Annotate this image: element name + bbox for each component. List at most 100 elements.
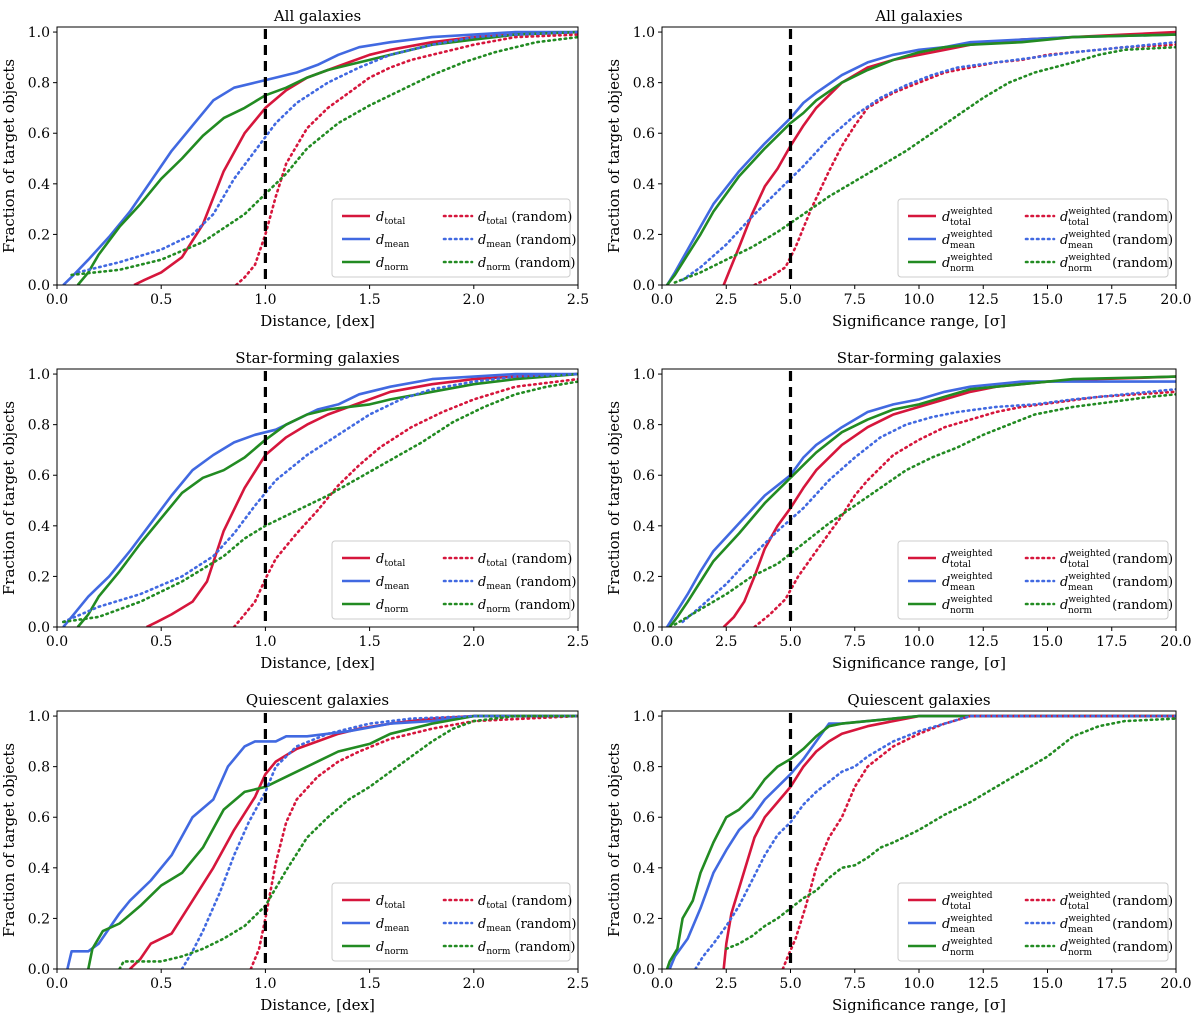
legend-label: dtotal (random)	[478, 894, 572, 911]
x-tick-label: 12.5	[968, 976, 999, 992]
y-tick-label: 0.6	[28, 126, 50, 142]
legend-label: dnorm	[376, 598, 409, 615]
chart-panel-3: Star-forming galaxies 0.0 0.5 1.0 1.5 2.0 2.5 0…	[0, 349, 589, 672]
y-tick-label: 0.8	[28, 418, 50, 434]
legend-label: dweighted total (random)	[1060, 891, 1173, 912]
y-tick-label: 0.8	[633, 760, 655, 776]
chart-panel-2: All galaxies 0.0 2.5 5.0 7.5 10.0 12.5 15.0 17.5…	[605, 7, 1192, 330]
legend-label: dnorm	[376, 256, 409, 273]
x-tick-label: 20.0	[1160, 634, 1191, 650]
x-tick-label: 0.0	[651, 634, 673, 650]
series-line-total	[146, 372, 578, 627]
series-line-mean-random	[76, 30, 578, 274]
legend-label: dtotal (random)	[478, 552, 572, 569]
series-line-total-random	[249, 714, 578, 969]
x-tick-label: 1.5	[358, 976, 380, 992]
series-line-norm-random	[118, 714, 578, 969]
series-line-total-random	[232, 377, 578, 627]
plot-frame	[56, 26, 579, 286]
legend-label: dweighted mean (random)	[1060, 914, 1173, 935]
legend-label: dmean	[376, 917, 410, 934]
x-axis-label: Distance, [dex]	[260, 996, 375, 1014]
y-tick-label: 0.2	[633, 569, 655, 585]
series-line-mean-random	[694, 714, 1176, 969]
y-axis-label: Fraction of target objects	[605, 743, 623, 937]
legend-label: dweighted mean (random)	[1060, 572, 1173, 593]
x-tick-label: 2.0	[463, 634, 485, 650]
legend-label: dtotal	[376, 210, 405, 227]
x-tick-label: 2.5	[567, 292, 589, 308]
legend-label: dtotal	[376, 894, 405, 911]
y-tick-label: 0.4	[633, 861, 655, 877]
x-tick-label: 0.5	[150, 292, 172, 308]
x-tick-label: 2.5	[715, 292, 737, 308]
y-axis-label: Fraction of target objects	[0, 743, 18, 937]
x-tick-label: 1.5	[358, 634, 380, 650]
y-tick-label: 0.0	[633, 962, 655, 978]
x-tick-label: 2.5	[715, 976, 737, 992]
x-tick-label: 12.5	[968, 634, 999, 650]
y-tick-label: 0.2	[633, 227, 655, 243]
x-tick-label: 0.0	[651, 292, 673, 308]
x-tick-label: 0.0	[46, 292, 68, 308]
series-line-norm	[87, 714, 578, 969]
series-line-mean-random	[62, 372, 578, 624]
legend-label: dtotal	[376, 552, 405, 569]
x-axis-label: Significance range, [σ]	[832, 654, 1006, 672]
legend-label: dmean (random)	[478, 575, 576, 592]
chart-title: Quiescent galaxies	[847, 691, 990, 709]
y-tick-label: 0.2	[28, 227, 50, 243]
x-tick-label: 10.0	[903, 976, 934, 992]
series-line-mean-random	[681, 387, 1176, 624]
chart-title: All galaxies	[874, 7, 962, 25]
chart-panel-6: Quiescent galaxies 0.0 2.5 5.0 7.5 10.0 12.5 15…	[605, 691, 1192, 1014]
y-tick-label: 0.8	[28, 76, 50, 92]
series-line-total-random	[753, 390, 1176, 627]
legend-label: dnorm (random)	[478, 256, 575, 273]
x-tick-label: 10.0	[903, 634, 934, 650]
series-line-mean	[62, 372, 578, 627]
series-line-mean	[665, 380, 1176, 627]
x-tick-label: 0.5	[150, 976, 172, 992]
y-tick-label: 0.4	[28, 177, 50, 193]
x-tick-label: 1.0	[254, 634, 276, 650]
y-axis-label: Fraction of target objects	[0, 401, 18, 595]
series-line-norm-random	[673, 393, 1176, 626]
series-line-mean-random	[180, 714, 578, 969]
chart-panel-4: Star-forming galaxies 0.0 2.5 5.0 7.5 10.0 12.…	[605, 349, 1192, 672]
series-line-mean-random	[681, 40, 1176, 282]
series-line-norm	[666, 33, 1176, 285]
x-tick-label: 15.0	[1032, 976, 1063, 992]
legend-label: dweighted mean	[942, 230, 993, 251]
y-tick-label: 1.0	[633, 25, 655, 41]
y-tick-label: 0.8	[633, 76, 655, 92]
x-axis-label: Significance range, [σ]	[832, 312, 1006, 330]
y-tick-label: 0.8	[28, 760, 50, 776]
chart-panel-1: All galaxies 0.0 0.5 1.0 1.5 2.0 2.5 0.0 0.2 0.4 0…	[0, 7, 589, 330]
x-tick-label: 0.0	[46, 634, 68, 650]
legend-label: dweighted total (random)	[1060, 207, 1173, 228]
y-tick-label: 0.2	[28, 911, 50, 927]
legend-label: dweighted total	[942, 207, 993, 228]
y-tick-label: 0.4	[28, 861, 50, 877]
x-tick-label: 20.0	[1160, 292, 1191, 308]
y-tick-label: 0.2	[28, 569, 50, 585]
y-tick-label: 0.4	[633, 519, 655, 535]
x-tick-label: 17.5	[1096, 634, 1127, 650]
x-tick-label: 7.5	[844, 976, 866, 992]
plot-frame	[56, 710, 579, 970]
y-tick-label: 1.0	[28, 25, 50, 41]
chart-panel-5: Quiescent galaxies 0.0 0.5 1.0 1.5 2.0 2.5 0.0 0…	[0, 691, 589, 1014]
legend: dtotal dmean dnorm dtotal (random) dmean (ra…	[331, 198, 576, 278]
y-tick-label: 0.6	[28, 468, 50, 484]
y-tick-label: 1.0	[633, 709, 655, 725]
chart-title: Quiescent galaxies	[246, 691, 389, 709]
y-tick-label: 1.0	[28, 709, 50, 725]
x-axis-label: Distance, [dex]	[260, 312, 375, 330]
x-tick-label: 17.5	[1096, 292, 1127, 308]
x-tick-label: 10.0	[903, 292, 934, 308]
y-tick-label: 0.4	[28, 519, 50, 535]
series-line-mean	[665, 33, 1176, 285]
y-tick-label: 1.0	[28, 367, 50, 383]
